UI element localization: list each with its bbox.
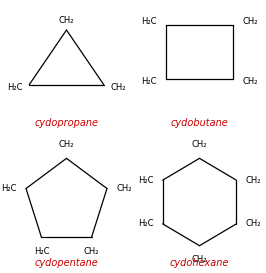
Text: CH₂: CH₂ [242,17,257,26]
Text: CH₂: CH₂ [246,219,261,228]
Text: CH₂: CH₂ [59,16,74,25]
Text: CH₂: CH₂ [116,184,132,193]
Text: H₂C: H₂C [1,184,17,193]
Text: CH₂: CH₂ [192,255,207,264]
Text: CH₂: CH₂ [242,78,257,86]
Text: H₂C: H₂C [34,247,49,256]
Text: cydopentane: cydopentane [35,259,98,268]
Text: CH₂: CH₂ [110,83,126,92]
Text: cydohexane: cydohexane [170,259,229,268]
Text: H₂C: H₂C [7,83,23,92]
Text: H₂C: H₂C [142,78,157,86]
Text: CH₂: CH₂ [84,247,99,256]
Text: H₂C: H₂C [142,17,157,26]
Text: CH₂: CH₂ [246,176,261,185]
Text: CH₂: CH₂ [192,140,207,149]
Text: H₂C: H₂C [138,176,153,185]
Text: CH₂: CH₂ [59,140,74,149]
Text: cydobutane: cydobutane [171,118,228,128]
Text: H₂C: H₂C [138,219,153,228]
Text: cydopropane: cydopropane [35,118,98,128]
